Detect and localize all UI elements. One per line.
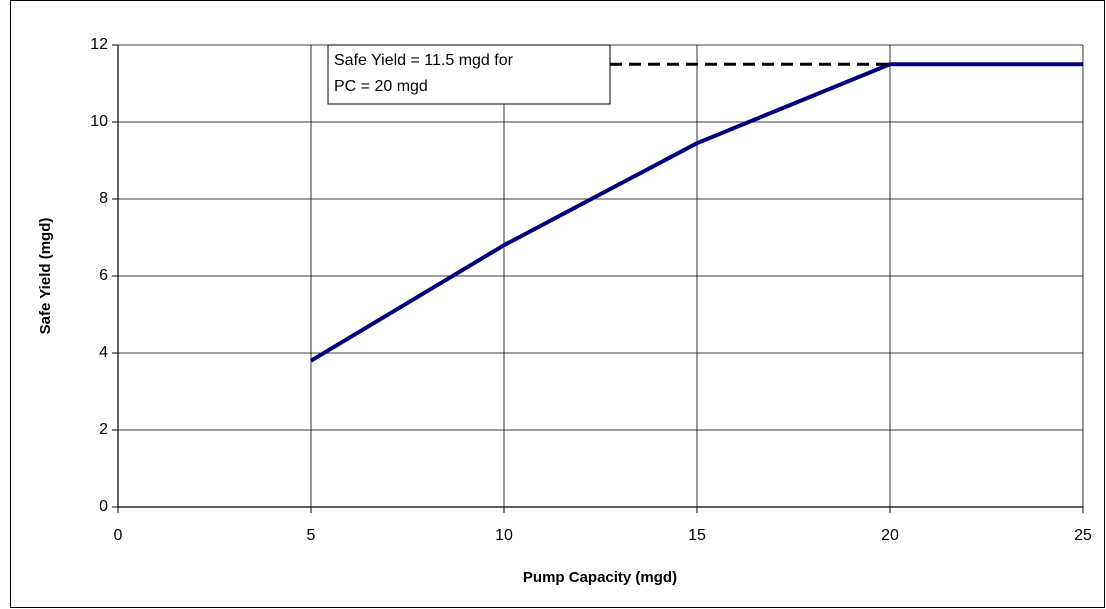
- y-tick-label: 2: [99, 421, 108, 438]
- y-tick-label: 0: [99, 498, 108, 515]
- x-tick-label: 25: [1074, 527, 1092, 544]
- y-tick-label: 6: [99, 267, 108, 284]
- data-line: [309, 62, 1083, 363]
- x-tick-label: 15: [688, 527, 706, 544]
- y-tick-label: 4: [99, 344, 108, 361]
- annotation-text: PC = 20 mgd: [334, 78, 428, 95]
- x-tick-label: 20: [881, 527, 899, 544]
- x-tick-label: 10: [495, 527, 513, 544]
- x-axis-label: Pump Capacity (mgd): [523, 569, 677, 586]
- x-tick-label: 5: [307, 527, 316, 544]
- annotation-text: Safe Yield = 11.5 mgd for: [334, 52, 514, 69]
- annotation-box: [327, 44, 611, 105]
- x-tick-label: 0: [114, 527, 123, 544]
- y-axis-label: Safe Yield (mgd): [37, 218, 54, 335]
- y-tick-label: 12: [90, 36, 108, 53]
- y-tick-label: 10: [90, 113, 108, 130]
- y-tick-label: 8: [99, 190, 108, 207]
